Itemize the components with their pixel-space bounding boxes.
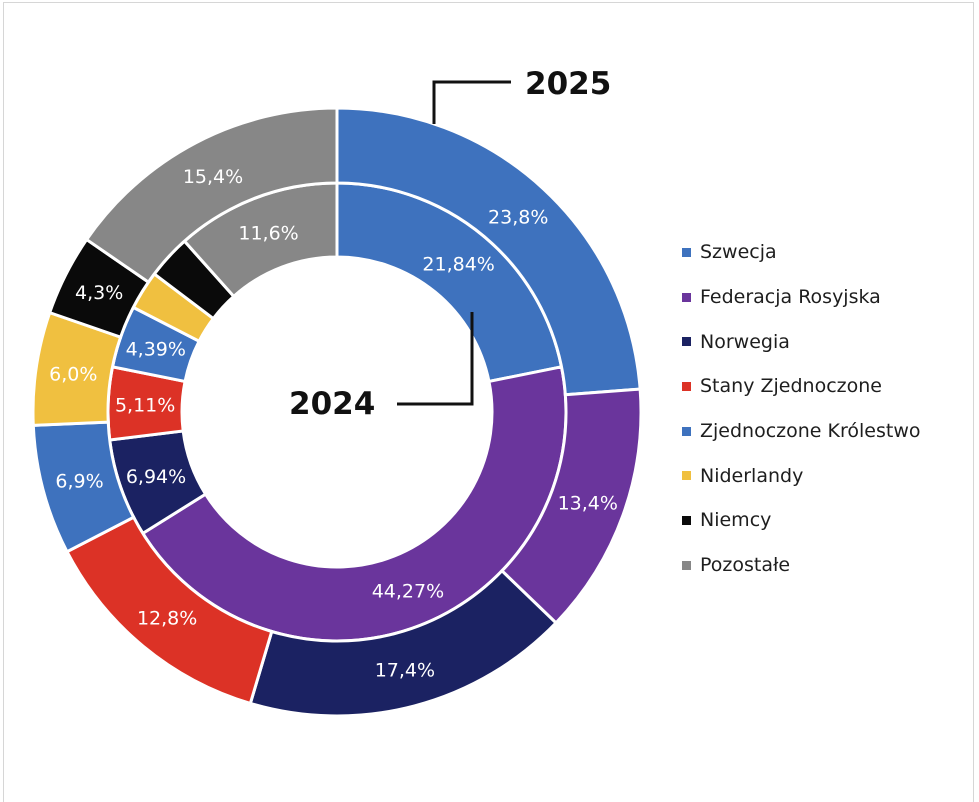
data-label-2025-federacja-rosyjska: 13,4% (558, 492, 618, 514)
legend-label: Zjednoczone Królestwo (700, 420, 921, 443)
data-label-2025-zjednoczone-krolestwo: 6,9% (55, 471, 103, 493)
legend-label: Niderlandy (700, 464, 804, 487)
legend-label: Szwecja (700, 241, 777, 264)
legend-swatch (682, 247, 691, 257)
legend-item-zjednoczone-krolestwo: Zjednoczone Królestwo (682, 409, 921, 454)
data-label-2024-szwecja: 21,84% (422, 253, 494, 275)
legend-item-norwegia: Norwegia (682, 319, 921, 364)
data-label-2024-federacja-rosyjska: 44,27% (372, 580, 444, 602)
callout-label-2024: 2024 (289, 386, 375, 422)
legend-label: Niemcy (700, 509, 772, 532)
data-label-2024-stany-zjednoczone: 5,11% (115, 395, 175, 417)
callout-label-2025: 2025 (525, 66, 611, 102)
legend-swatch (682, 426, 691, 436)
legend-swatch (682, 337, 691, 347)
legend-item-stany-zjednoczone: Stany Zjednoczone (682, 364, 921, 409)
legend-item-niderlandy: Niderlandy (682, 453, 921, 498)
data-label-2025-niemcy: 4,3% (75, 282, 123, 304)
rings (31, 106, 643, 718)
legend-label: Federacja Rosyjska (700, 286, 881, 309)
callout-line-2025 (432, 80, 511, 124)
data-label-2024-norwegia: 6,94% (126, 466, 186, 488)
legend-item-szwecja: Szwecja (682, 230, 921, 275)
data-label-2025-szwecja: 23,8% (488, 207, 548, 229)
legend-label: Stany Zjednoczone (700, 375, 882, 398)
data-label-2024-pozostale: 11,6% (238, 223, 298, 245)
legend-item-federacja-rosyjska: Federacja Rosyjska (682, 275, 921, 320)
data-label-2025-pozostale: 15,4% (183, 166, 243, 188)
segment-labels: 21,84% 44,27% 6,94% 5,11% 4,39% 11,6% 23,8% 13,… (49, 166, 618, 682)
data-label-2024-zjednoczone-krolestwo: 4,39% (126, 339, 186, 361)
legend-swatch (682, 560, 691, 570)
data-label-2025-norwegia: 17,4% (375, 660, 435, 682)
legend-label: Pozostałe (700, 554, 791, 577)
legend-label: Norwegia (700, 330, 790, 353)
data-label-2025-stany-zjednoczone: 12,8% (137, 607, 197, 629)
callout-line-2024 (397, 312, 474, 406)
legend-swatch (682, 292, 691, 302)
legend-swatch (682, 381, 691, 391)
legend: Szwecja Federacja Rosyjska Norwegia Stany Z… (682, 230, 921, 588)
legend-item-pozostale: Pozostałe (682, 543, 921, 588)
legend-swatch (682, 471, 691, 481)
legend-item-niemcy: Niemcy (682, 498, 921, 543)
segment-2025-pozostale (84, 106, 339, 285)
data-label-2025-niderlandy: 6,0% (49, 364, 97, 386)
legend-swatch (682, 515, 691, 525)
